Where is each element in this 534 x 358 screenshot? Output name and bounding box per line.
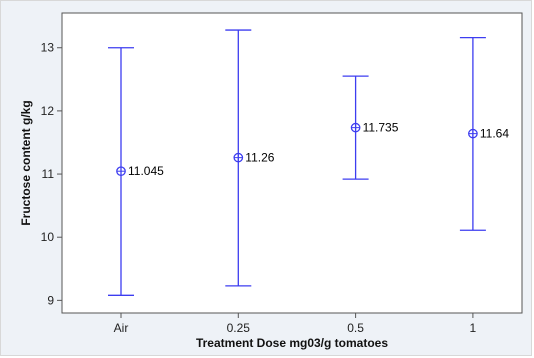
x-axis-title: Treatment Dose mg03/g tomatoes <box>196 336 388 350</box>
y-tick-label: 11 <box>42 167 55 181</box>
interval-group: 11.26 <box>225 29 275 287</box>
interval-group: 11.045 <box>108 47 164 296</box>
y-axis-title: Fructose content g/kg <box>19 100 33 225</box>
y-tick-label: 9 <box>47 293 54 307</box>
y-tick-label: 12 <box>41 104 55 118</box>
interval-group: 11.64 <box>459 36 509 231</box>
data-label: 11.26 <box>245 151 274 165</box>
y-tick-label: 13 <box>41 41 55 55</box>
x-tick-label: 1 <box>470 321 477 335</box>
x-tick-label: Air <box>114 321 129 335</box>
y-tick-label: 10 <box>41 230 55 244</box>
y-axis: 9 10 11 12 13 <box>41 41 62 307</box>
x-tick-label: 0.5 <box>347 321 364 335</box>
data-label: 11.735 <box>363 121 399 135</box>
data-label: 11.64 <box>480 127 509 141</box>
plot-area <box>61 12 523 314</box>
interval-group: 11.735 <box>342 75 399 180</box>
interval-marks: 11.045 11.26 11.735 11.64 <box>108 29 509 296</box>
x-axis: Air 0.25 0.5 1 <box>114 313 477 335</box>
data-label: 11.045 <box>128 164 164 178</box>
x-tick-label: 0.25 <box>227 321 251 335</box>
